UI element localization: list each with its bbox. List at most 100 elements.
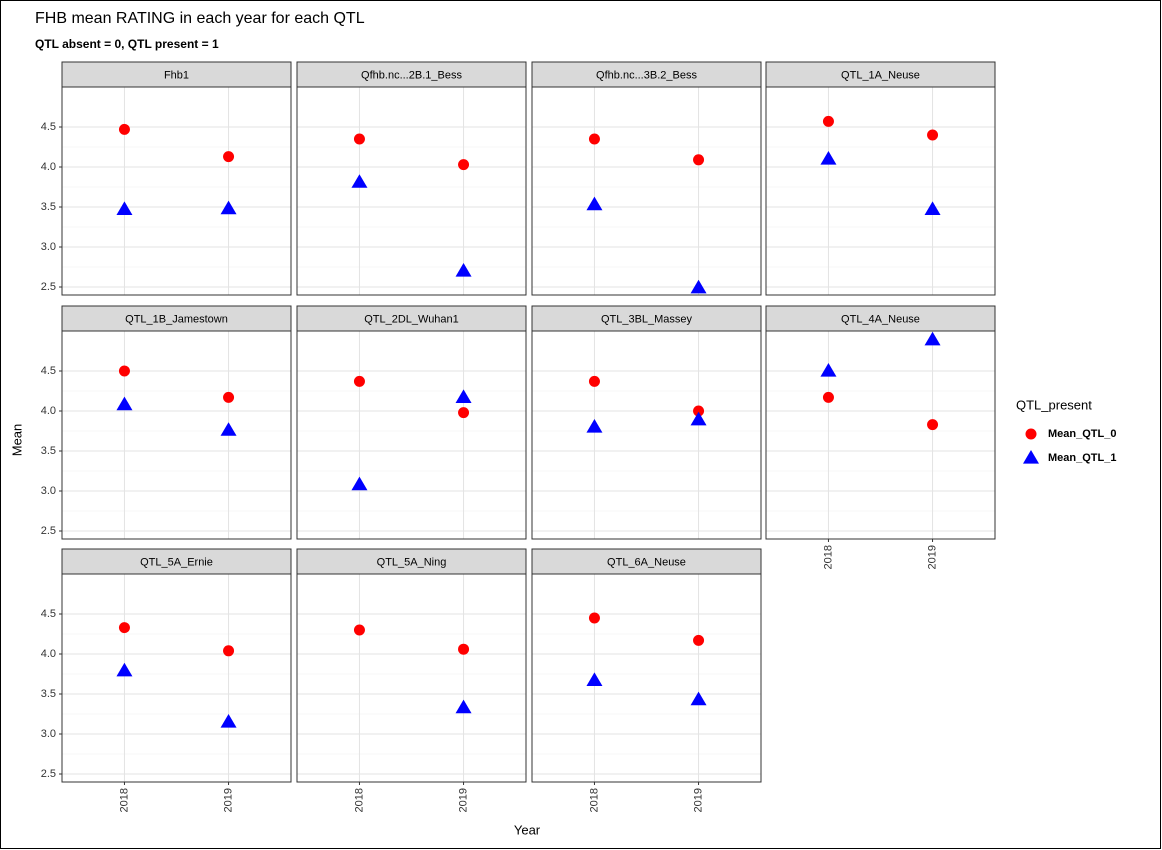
data-point [353,133,365,145]
data-point [924,331,941,346]
x-tick-label: 2019 [692,788,704,812]
strip [765,61,996,88]
panel-border [61,573,292,783]
panel-border [296,86,527,296]
strip-label: QTL_5A_Ning [377,556,447,568]
data-point [690,411,707,426]
y-tick-label: 4.0 [41,648,56,660]
strip-label: QTL_5A_Ernie [140,556,213,568]
x-tick-label: 2019 [926,545,938,569]
data-point [220,200,237,215]
strip [61,548,292,575]
x-tick-label: 2018 [353,788,365,812]
data-point [116,396,133,411]
data-point [351,174,368,188]
data-point [1025,428,1037,440]
strip-label: Qfhb.nc...2B.1_Bess [361,69,462,81]
data-point [822,391,834,403]
strip-label: QTL_3BL_Massey [601,313,693,325]
data-point [116,201,133,215]
panel [297,331,526,539]
y-tick-label: 4.0 [41,161,56,173]
data-point [458,643,470,655]
panel-border [531,573,762,783]
strip-label: QTL_6A_Neuse [607,556,686,568]
data-point [586,419,603,433]
strip [296,548,527,575]
strip [531,305,762,332]
panel [532,574,761,782]
strip [296,61,527,88]
panel [297,87,526,295]
panel-border [765,86,996,296]
data-point [924,201,941,215]
data-point [1023,450,1039,464]
x-axis-label: Year [514,822,541,837]
strip-label: Fhb1 [164,69,189,81]
chart-title: FHB mean RATING in each year for each QT… [35,10,365,27]
data-point [822,115,834,127]
data-point [693,154,705,166]
y-tick-label: 3.5 [41,201,56,213]
panel [532,331,761,539]
data-point [588,133,600,145]
y-tick-label: 4.5 [41,121,56,133]
data-point [458,407,470,419]
data-point [588,612,600,624]
data-point [223,151,235,163]
y-axis-label: Mean [9,424,24,457]
strip [61,61,292,88]
strip-label: QTL_1A_Neuse [841,69,920,81]
y-tick-label: 4.0 [41,405,56,417]
y-tick-label: 2.5 [41,768,56,780]
y-tick-label: 3.0 [41,485,56,497]
data-point [927,419,939,431]
panel [532,87,761,295]
data-point [351,476,368,491]
data-point [116,662,133,677]
legend-title: QTL_present [1016,397,1092,412]
panel-border [61,330,292,540]
data-point [693,405,705,417]
legend-label: Mean_QTL_1 [1048,452,1116,464]
data-point [353,375,365,387]
x-tick-label: 2019 [222,788,234,812]
y-tick-label: 2.5 [41,525,56,537]
data-point [455,699,472,714]
panel [62,574,291,782]
panel [766,87,995,295]
data-point [118,622,130,634]
x-tick-label: 2018 [588,788,600,812]
data-point [586,672,603,686]
panel-border [296,573,527,783]
data-point [586,196,603,211]
data-point [220,422,237,436]
panel [62,87,291,295]
x-tick-label: 2018 [822,545,834,569]
y-tick-label: 3.0 [41,241,56,253]
panel-border [296,330,527,540]
data-point [223,391,235,403]
panel [297,574,526,782]
data-point [693,634,705,646]
panel-border [531,330,762,540]
legend-label: Mean_QTL_0 [1048,428,1116,440]
y-tick-label: 3.5 [41,688,56,700]
data-point [820,363,837,377]
y-tick-label: 3.0 [41,728,56,740]
panel-border [61,86,292,296]
data-point [820,151,837,165]
data-point [118,365,130,377]
data-point [455,389,472,403]
data-point [353,624,365,636]
panel [766,331,995,539]
strip [765,305,996,332]
data-point [220,714,237,728]
data-point [690,279,707,294]
strip [531,61,762,88]
strip-label: Qfhb.nc...3B.2_Bess [596,69,697,81]
y-tick-label: 3.5 [41,445,56,457]
strip-label: QTL_2DL_Wuhan1 [364,313,459,325]
